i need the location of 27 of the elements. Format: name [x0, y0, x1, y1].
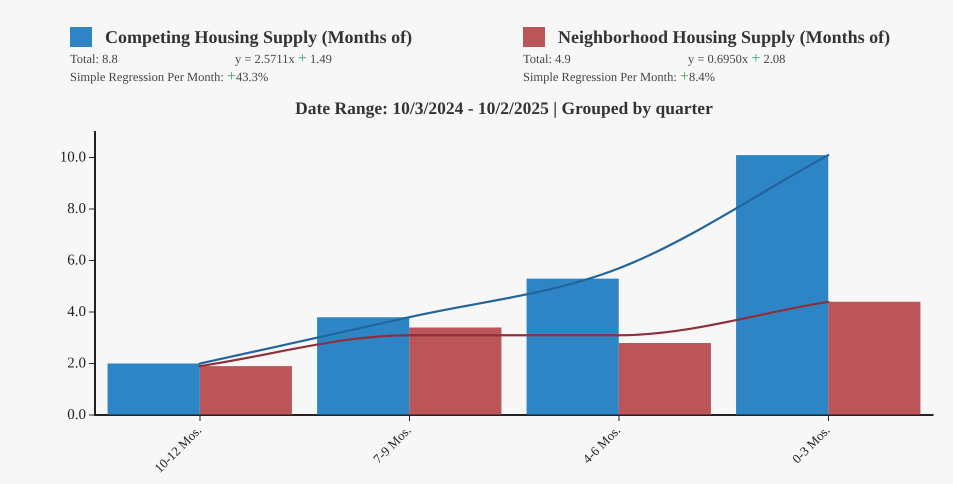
- text: Total: 4.9: [523, 51, 571, 68]
- bar: [736, 155, 828, 414]
- legend-label: Competing Housing Supply (Months of): [105, 26, 412, 48]
- bar: [108, 364, 200, 414]
- text: Simple Regression Per Month: +8.4%: [523, 68, 716, 86]
- y-tick-label: 6.0: [67, 252, 86, 269]
- y-tick-label: 10.0: [60, 150, 86, 166]
- y-tick-label: 0.0: [67, 406, 86, 423]
- bar: [409, 328, 502, 414]
- y-tick-label: 8.0: [67, 201, 86, 218]
- x-tick-label: 4-6 Mos.: [579, 422, 624, 466]
- bar: [200, 366, 292, 414]
- y-tick-label: 2.0: [67, 355, 86, 372]
- bar: [317, 317, 410, 414]
- line-series: [198, 154, 830, 365]
- y-tick-label: 4.0: [67, 304, 86, 320]
- text: y = 0.6950x + 2.08: [688, 50, 786, 68]
- chart-title: Date Range: 10/3/2024 - 10/2/2025 | Grouped by quarter: [295, 98, 713, 118]
- x-tick-label: 7-9 Mos.: [370, 422, 414, 466]
- text: Simple Regression Per Month: +43.3%: [70, 68, 268, 86]
- text: Total: 8.8: [70, 51, 118, 68]
- text: y = 2.5711x + 1.49: [235, 50, 332, 68]
- x-tick-label: 0-3 Mos.: [788, 422, 833, 466]
- legend-label: Neighborhood Housing Supply (Months of): [558, 26, 890, 48]
- bar: [526, 278, 619, 414]
- bar: [828, 302, 920, 414]
- bar: [618, 342, 711, 414]
